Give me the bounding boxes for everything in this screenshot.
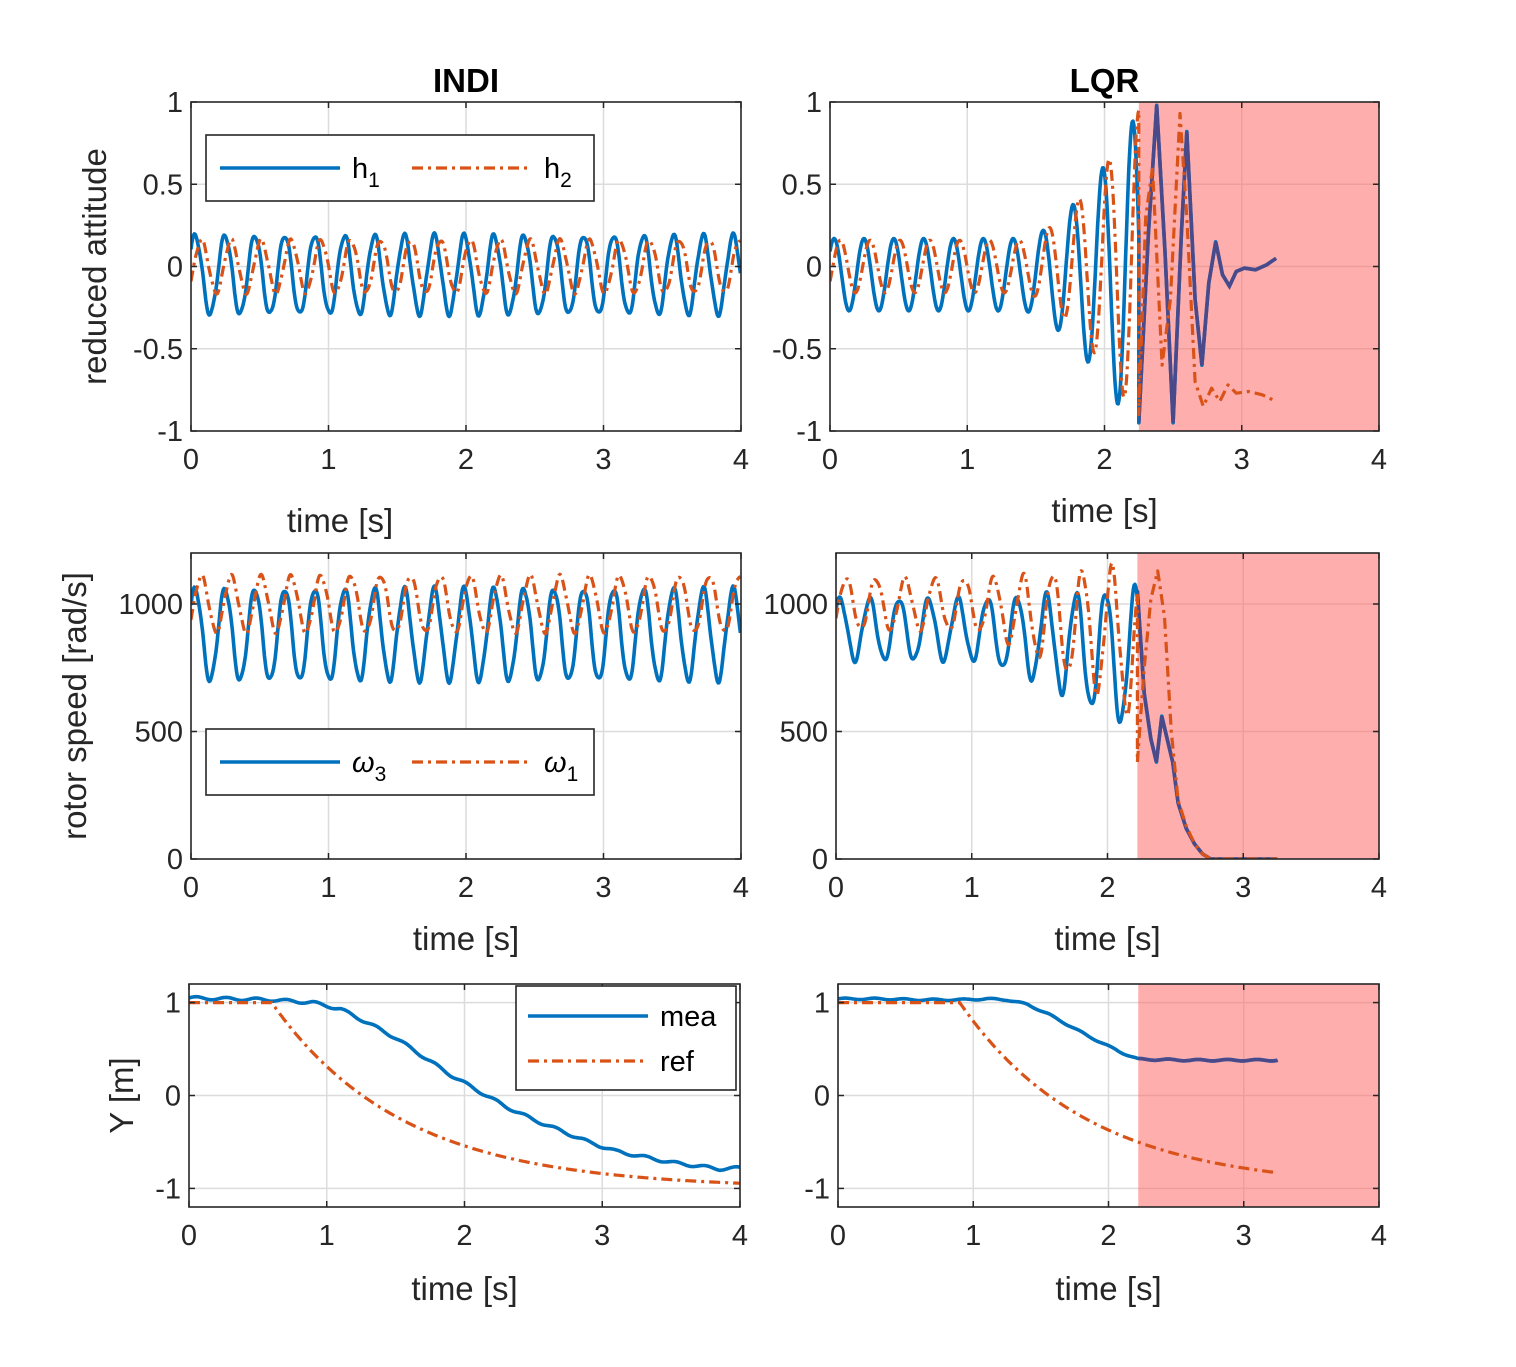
y-tick-label: 1000 [763,589,828,621]
y-tick-label: 1 [167,87,183,119]
x-tick-label: 3 [1234,444,1250,476]
x-tick-label: 2 [456,1220,472,1252]
x-tick-label: 0 [183,444,199,476]
chart-indi-rotor: 0 1 2 3 4 0 500 1000 time [s] rotor speed [rad/s]… [56,552,749,957]
legend-subscript: 3 [375,763,387,786]
y-tick-label: 1 [165,988,181,1020]
x-axis-label: time [s] [287,502,393,539]
x-axis-label: time [s] [411,1270,517,1307]
legend-subscript: 2 [560,169,572,192]
y-tick-label: -0.5 [133,334,183,366]
x-tick-label: 3 [1235,872,1251,904]
x-axis-label: time [s] [413,920,519,957]
y-tick-label: 0 [167,844,183,876]
x-tick-label: 2 [1100,1220,1116,1252]
x-tick-label: 4 [1371,872,1387,904]
x-tick-label: 0 [183,872,199,904]
y-tick-label: 0 [165,1081,181,1113]
series-omega3 [836,582,1278,859]
legend: mea ref [515,985,737,1091]
y-tick-label: -1 [796,416,822,448]
x-tick-label: 0 [822,444,838,476]
chart-indi-attitude: 0 1 2 3 4 -1 -0.5 0 0.5 1 INDI time [s] reduced atti… [76,62,749,539]
x-axis-label: time [s] [1055,1270,1161,1307]
y-tick-label: 0.5 [782,169,822,201]
y-axis-label: rotor speed [rad/s] [56,572,93,840]
x-tick-label: 1 [319,1220,335,1252]
legend-label: mea [660,1001,717,1033]
y-tick-label: -0.5 [772,334,822,366]
x-tick-label: 2 [1096,444,1112,476]
y-axis-label: Y [m] [103,1057,140,1133]
x-tick-label: 0 [181,1220,197,1252]
series-h1 [191,231,741,319]
x-tick-label: 3 [1236,1220,1252,1252]
y-tick-label: 0 [814,1081,830,1113]
y-tick-label: 0 [812,844,828,876]
series-omega1 [836,561,1278,859]
series-ref [189,1001,740,1185]
x-tick-label: 4 [733,872,749,904]
x-tick-label: 1 [965,1220,981,1252]
series-ref [838,1001,1278,1175]
chart-lqr-rotor: 0 1 2 3 4 0 500 1000 time [s] [763,552,1387,957]
x-tick-label: 1 [320,872,336,904]
y-tick-label: 0 [167,252,183,284]
legend-subscript: 1 [567,763,579,786]
y-tick-label: 1 [806,87,822,119]
y-tick-label: 500 [135,717,183,749]
x-tick-label: 4 [732,1220,748,1252]
legend-subscript: 1 [368,169,380,192]
legend: h1 h2 [205,134,595,202]
y-tick-label: -1 [804,1173,830,1205]
x-tick-label: 1 [320,444,336,476]
y-axis-label: reduced attitude [76,148,113,385]
failure-region [1138,984,1379,1207]
x-tick-label: 3 [595,872,611,904]
legend-label: ref [660,1046,695,1078]
chart-lqr-attitude: 0 1 2 3 4 -1 -0.5 0 0.5 1 LQR time [s] [772,62,1387,529]
x-tick-label: 1 [964,872,980,904]
x-tick-label: 1 [959,444,975,476]
x-tick-label: 2 [458,872,474,904]
series-mea-shaded [1138,1056,1279,1063]
y-tick-label: 0.5 [143,169,183,201]
y-tick-label: 500 [780,717,828,749]
series-omega3 [191,584,741,685]
y-tick-label: -1 [155,1173,181,1205]
failure-region [1137,553,1379,859]
chart-title: LQR [1070,62,1140,99]
chart-title: INDI [433,62,499,99]
x-tick-label: 4 [733,444,749,476]
legend: ω3 ω1 [205,728,595,796]
legend-box [515,985,737,1091]
series-h2 [830,108,1277,417]
x-tick-label: 2 [1099,872,1115,904]
series-h2 [191,237,741,296]
x-tick-label: 3 [595,444,611,476]
x-axis-label: time [s] [1051,492,1157,529]
y-tick-label: 1000 [118,589,183,621]
y-tick-label: 1 [814,988,830,1020]
x-tick-label: 3 [594,1220,610,1252]
x-tick-label: 4 [1371,1220,1387,1252]
y-tick-label: -1 [157,416,183,448]
series-mea [189,994,740,1173]
y-tick-label: 0 [806,252,822,284]
x-tick-label: 2 [458,444,474,476]
x-axis-label: time [s] [1054,920,1160,957]
x-tick-label: 0 [828,872,844,904]
x-tick-label: 0 [830,1220,846,1252]
x-tick-label: 4 [1371,444,1387,476]
